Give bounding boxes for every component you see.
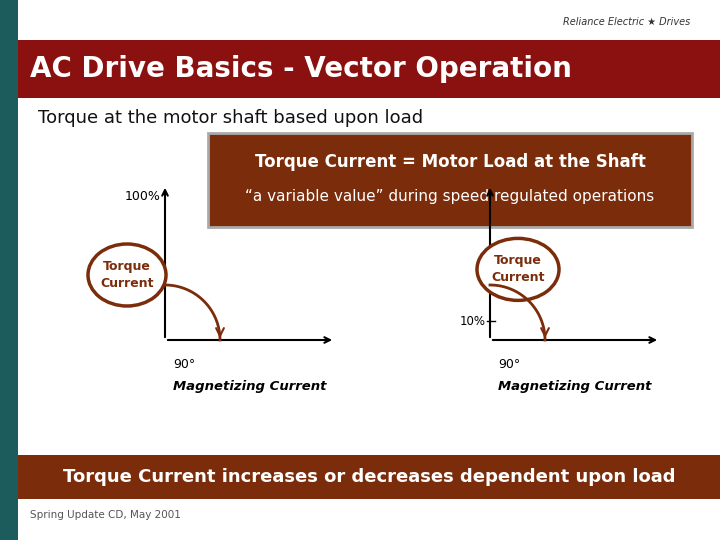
Text: Torque Current increases or decreases dependent upon load: Torque Current increases or decreases de… — [63, 468, 675, 486]
Text: Reliance Electric ★ Drives: Reliance Electric ★ Drives — [563, 17, 690, 27]
Text: Spring Update CD, May 2001: Spring Update CD, May 2001 — [30, 510, 181, 520]
FancyBboxPatch shape — [208, 133, 692, 227]
Text: 100%: 100% — [125, 190, 161, 203]
Bar — [0, 0, 18, 540]
Text: AC Drive Basics - Vector Operation: AC Drive Basics - Vector Operation — [30, 55, 572, 83]
Text: Torque
Current: Torque Current — [491, 254, 545, 285]
Text: Torque at the motor shaft based upon load: Torque at the motor shaft based upon loa… — [38, 109, 423, 127]
Text: Torque
Current: Torque Current — [100, 260, 154, 290]
Bar — [18, 0, 720, 40]
Ellipse shape — [477, 238, 559, 300]
Text: 10%: 10% — [460, 315, 486, 328]
Text: Magnetizing Current: Magnetizing Current — [498, 380, 652, 393]
Bar — [18, 455, 720, 499]
Text: “a variable value” during speed regulated operations: “a variable value” during speed regulate… — [246, 188, 654, 204]
Ellipse shape — [88, 244, 166, 306]
Text: Torque Current = Motor Load at the Shaft: Torque Current = Motor Load at the Shaft — [255, 153, 645, 171]
Bar — [18, 40, 720, 98]
Text: Magnetizing Current: Magnetizing Current — [174, 380, 327, 393]
Text: 90°: 90° — [498, 358, 521, 371]
Text: 90°: 90° — [173, 358, 195, 371]
